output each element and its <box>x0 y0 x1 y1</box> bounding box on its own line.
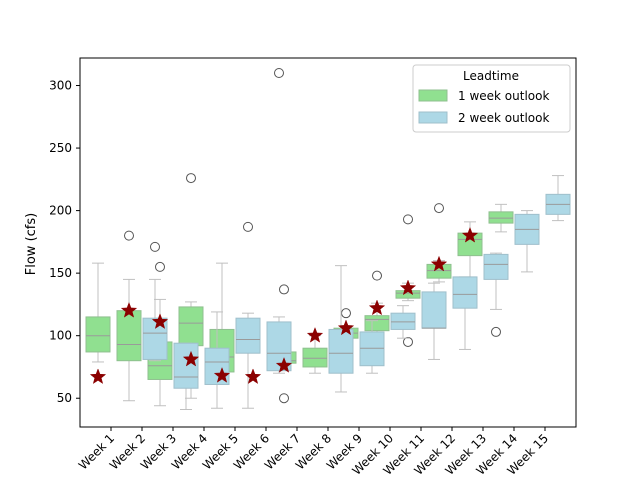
outlier-1-week-week-2-0 <box>124 230 134 241</box>
outlier-1-week-week-11-0 <box>403 336 413 347</box>
y-tick-label-300: 300 <box>49 79 72 93</box>
observed-marker-week-2 <box>120 301 138 318</box>
y-tick-label-200: 200 <box>49 204 72 218</box>
plot-area <box>85 68 571 410</box>
box-2-week-week-6 <box>266 321 292 372</box>
outlier-1-week-week-4-0 <box>186 173 196 184</box>
outlier-1-week-week-7-2 <box>279 284 289 295</box>
boxplot-1-week-week-12 <box>426 203 452 307</box>
boxplot-2-week-week-6 <box>266 68 292 374</box>
observed-marker-week-4 <box>182 350 200 367</box>
observed-marker-week-1 <box>89 368 107 385</box>
boxplot-2-week-week-14 <box>514 210 540 273</box>
observed-marker-week-9 <box>337 319 355 336</box>
box-2-week-week-9 <box>359 331 385 367</box>
legend-frame <box>412 64 571 133</box>
y-tick-label-150: 150 <box>49 266 72 280</box>
box-1-week-week-4 <box>178 306 204 347</box>
y-tick-label-50: 50 <box>57 391 72 405</box>
outlier-1-week-week-12-1 <box>434 203 444 214</box>
y-tick-label-250: 250 <box>49 141 72 155</box>
observed-marker-week-7 <box>275 357 293 373</box>
observed-marker-week-5 <box>213 367 231 383</box>
boxplot-2-week-week-9 <box>359 320 385 374</box>
boxplot-2-week-week-11 <box>421 282 447 360</box>
boxplot-1-week-week-1 <box>85 262 111 363</box>
observed-marker-week-10 <box>368 299 386 316</box>
box-2-week-week-11 <box>421 291 447 329</box>
box-1-week-week-1 <box>85 316 111 353</box>
legend-swatch-2-week <box>418 111 448 124</box>
legend-label-1-week: 1 week outlook <box>458 89 549 103</box>
boxplot-2-week-week-8 <box>328 265 354 393</box>
outlier-2-week-week-2-0 <box>150 241 160 252</box>
box-2-week-week-3 <box>173 342 199 389</box>
boxplot-1-week-week-14 <box>488 203 514 233</box>
boxplot-1-week-week-8 <box>302 335 328 374</box>
boxplot-2-week-week-13 <box>483 252 509 337</box>
y-tick-label-100: 100 <box>49 329 72 343</box>
box-1-week-week-14 <box>488 211 514 224</box>
box-2-week-week-10 <box>390 312 416 330</box>
box-2-week-week-5 <box>235 317 261 354</box>
outlier-1-week-week-10-0 <box>372 270 382 281</box>
boxplot-2-week-week-10 <box>390 305 416 339</box>
outlier-1-week-week-3-0 <box>155 261 165 272</box>
box-2-week-week-8 <box>328 328 354 374</box>
legend-label-2-week: 2 week outlook <box>458 111 549 125</box>
observed-marker-week-12 <box>430 255 448 272</box>
box-1-week-week-2 <box>116 310 142 362</box>
observed-marker-week-13 <box>461 226 479 243</box>
legend-swatch-1-week <box>418 89 448 102</box>
box-1-week-week-8 <box>302 347 328 368</box>
observed-marker-week-3 <box>151 313 169 329</box>
boxplot-1-week-week-4 <box>178 173 204 399</box>
box-1-week-week-10 <box>364 315 390 332</box>
legend: Leadtime 1 week outlook 2 week outlook <box>412 64 571 133</box>
outlier-2-week-week-6-0 <box>274 68 284 79</box>
observed-marker-week-8 <box>306 326 324 343</box>
legend-title: Leadtime <box>463 69 519 83</box>
box-2-week-week-12 <box>452 276 478 309</box>
boxplot-2-week-week-3 <box>173 342 199 410</box>
box-2-week-week-13 <box>483 253 509 280</box>
boxplot-2-week-week-15 <box>545 175 571 222</box>
outlier-1-week-week-11-2 <box>403 214 413 225</box>
outlier-1-week-week-7-0 <box>279 393 289 404</box>
outlier-2-week-week-5-0 <box>243 221 253 232</box>
observed-marker-week-6 <box>244 368 262 385</box>
boxplot-2-week-week-12 <box>452 276 478 350</box>
boxplot-2-week-week-5 <box>235 221 261 409</box>
outlier-2-week-week-13-0 <box>491 326 501 337</box>
observed-marker-week-11 <box>399 279 417 296</box>
boxplot-1-week-week-2 <box>116 230 142 402</box>
y-axis-label: Flow (cfs) <box>24 213 39 275</box>
